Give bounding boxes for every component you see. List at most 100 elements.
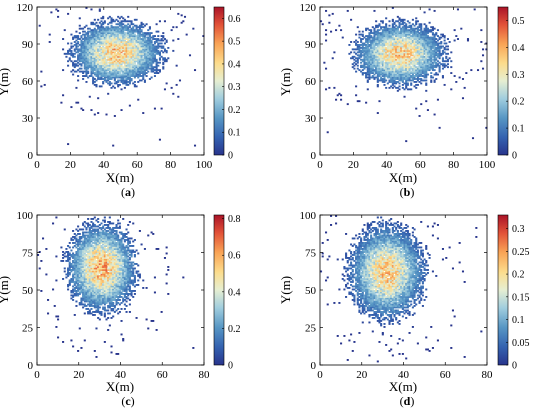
heatmap-cell <box>380 57 383 60</box>
heatmap-cell <box>90 221 93 223</box>
heatmap-cell <box>90 55 93 58</box>
heatmap-cell <box>105 49 108 52</box>
heatmap-cell <box>418 32 421 35</box>
heatmap-cell <box>72 279 75 282</box>
heatmap-cell <box>138 41 141 43</box>
heatmap-cell <box>93 300 96 303</box>
heatmap-cell <box>430 41 433 43</box>
heatmap-cell <box>87 51 90 54</box>
heatmap-cell <box>421 35 424 37</box>
heatmap-cell <box>425 26 428 29</box>
heatmap-cell <box>388 44 391 46</box>
heatmap-cell <box>375 67 378 70</box>
heatmap-cell <box>103 216 106 219</box>
heatmap-cell <box>396 51 399 54</box>
heatmap-cell <box>413 49 416 52</box>
heatmap-cell <box>102 261 105 264</box>
heatmap-cell <box>415 17 418 20</box>
heatmap-cell <box>87 308 90 310</box>
heatmap-cell <box>405 78 408 80</box>
heatmap-cell <box>110 57 113 60</box>
heatmap-cell <box>376 67 379 70</box>
heatmap-cell <box>100 36 103 39</box>
heatmap-cell <box>368 38 371 40</box>
heatmap-cell <box>88 39 91 42</box>
heatmap-cell <box>408 75 411 77</box>
heatmap-cell <box>137 45 140 48</box>
heatmap-cell <box>153 55 156 58</box>
heatmap-cell <box>62 278 65 280</box>
heatmap-cell <box>368 41 371 43</box>
heatmap-cell <box>80 249 83 252</box>
heatmap-cell <box>388 41 391 43</box>
heatmap-cell <box>150 57 153 60</box>
heatmap-cell <box>138 66 141 69</box>
heatmap-cell <box>128 70 131 73</box>
heatmap-cell <box>365 101 368 104</box>
heatmap-cell <box>143 58 146 61</box>
heatmap-cell <box>133 42 136 45</box>
heatmap-cell <box>431 69 434 72</box>
heatmap-cell <box>108 30 111 33</box>
heatmap-cell <box>110 86 113 89</box>
heatmap-cell <box>90 29 93 32</box>
heatmap-cell <box>425 67 428 70</box>
heatmap-cell <box>130 78 133 80</box>
heatmap-cell <box>97 254 100 256</box>
heatmap-cell <box>108 227 111 229</box>
heatmap-cell <box>158 61 161 64</box>
heatmap-cell <box>110 264 113 267</box>
heatmap-cell <box>77 251 80 253</box>
heatmap-cell <box>107 33 110 36</box>
heatmap-cell <box>80 60 83 63</box>
heatmap-cell <box>77 79 80 82</box>
heatmap-cell <box>103 60 106 63</box>
heatmap-cell <box>410 83 413 86</box>
heatmap-cell <box>401 67 404 70</box>
heatmap-cell <box>100 272 103 274</box>
heatmap-cell <box>103 49 106 52</box>
heatmap-cell <box>118 27 121 30</box>
heatmap-cell <box>137 46 140 49</box>
heatmap-cell <box>137 69 140 72</box>
heatmap-cell <box>133 57 136 60</box>
heatmap-cell <box>108 21 111 24</box>
heatmap-cell <box>396 73 399 76</box>
heatmap-cell <box>87 276 90 279</box>
heatmap-cell <box>80 258 83 261</box>
heatmap-cell <box>83 26 86 29</box>
heatmap-cell <box>97 45 100 48</box>
heatmap-cell <box>110 290 113 292</box>
heatmap-cell <box>87 245 90 247</box>
heatmap-cell <box>430 57 433 60</box>
heatmap-cell <box>123 36 126 39</box>
heatmap-cell <box>67 12 70 15</box>
heatmap-cell <box>88 27 91 30</box>
heatmap-cell <box>398 32 401 35</box>
heatmap-cell <box>103 255 106 258</box>
heatmap-cell <box>90 42 93 45</box>
heatmap-cell <box>60 260 63 262</box>
heatmap-cell <box>95 234 98 237</box>
heatmap-cell <box>398 57 401 60</box>
heatmap-cell <box>80 263 83 265</box>
heatmap-cell <box>97 64 100 67</box>
heatmap-cell <box>408 78 411 80</box>
heatmap-cell <box>125 55 128 58</box>
heatmap-cell <box>390 48 393 51</box>
heatmap-cell <box>400 36 403 39</box>
heatmap-cell <box>107 305 110 307</box>
heatmap-cell <box>103 291 106 294</box>
heatmap-cell <box>328 14 331 17</box>
heatmap-cell <box>77 278 80 280</box>
heatmap-cell <box>100 270 103 273</box>
heatmap-cell <box>125 63 128 66</box>
heatmap-cell <box>115 41 118 43</box>
heatmap-cell <box>370 30 373 33</box>
heatmap-cell <box>148 49 151 52</box>
heatmap-cell <box>410 63 413 66</box>
heatmap-cell <box>100 299 103 301</box>
heatmap-cell <box>92 79 95 82</box>
heatmap-cell <box>82 42 85 45</box>
heatmap-cell <box>97 242 100 244</box>
